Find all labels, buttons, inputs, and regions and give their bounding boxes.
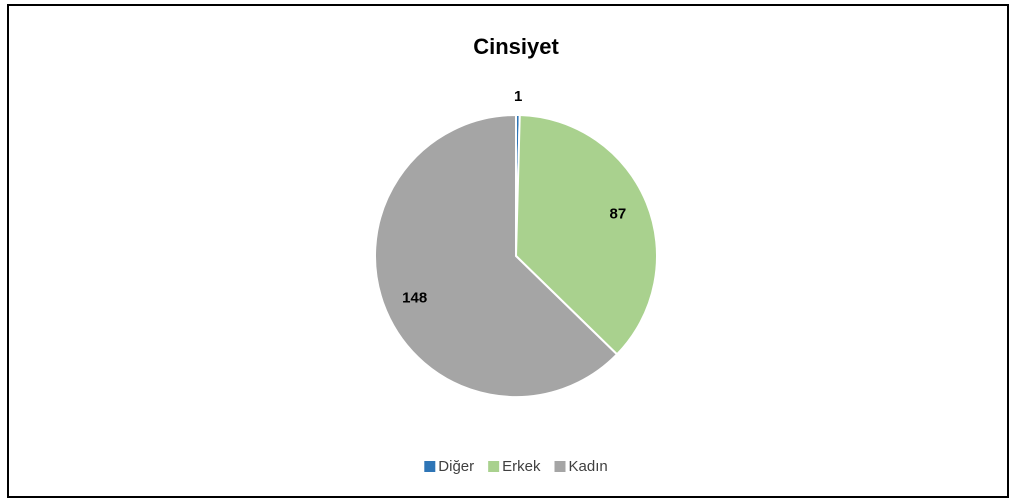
chart-title: Cinsiyet [473,34,559,59]
pie-slice [514,114,658,356]
legend-label: Erkek [502,458,541,475]
data-label: 148 [402,290,427,307]
legend-label: Diğer [438,458,474,475]
data-label: 1 [514,88,522,105]
legend-swatch [554,461,566,472]
legend-swatch [488,461,500,472]
pie-slice [374,113,619,398]
data-label: 87 [610,206,627,223]
legend-label: Kadın [569,458,608,475]
legend-swatch [424,461,436,472]
